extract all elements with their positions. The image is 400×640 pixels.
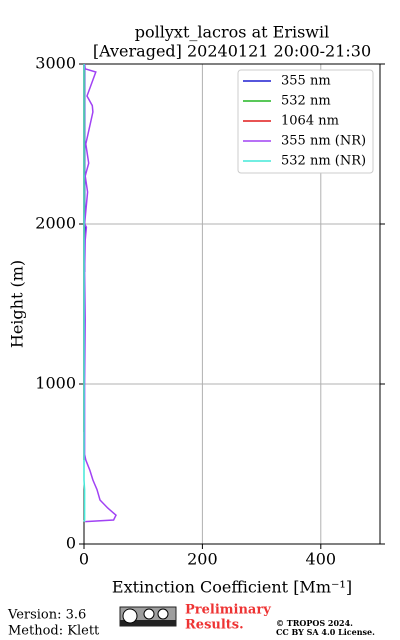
x-axis-label: Extinction Coefficient [Mm⁻¹] <box>112 578 352 597</box>
legend-label: 532 nm (NR) <box>281 154 366 169</box>
x-tick-label: 0 <box>79 550 89 569</box>
preliminary: Preliminary <box>185 603 271 618</box>
chart-title: [Averaged] 20240121 20:00-21:30 <box>93 42 371 61</box>
legend-label: 1064 nm <box>281 114 339 129</box>
legend-label: 532 nm <box>281 94 331 109</box>
x-tick-label: 400 <box>306 550 337 569</box>
y-tick-label: 1000 <box>35 374 76 393</box>
y-tick-label: 2000 <box>35 214 76 233</box>
y-axis-label: Height (m) <box>8 260 27 348</box>
copyright: © TROPOS 2024. <box>276 618 353 628</box>
copyright: CC BY SA 4.0 License. <box>276 627 375 637</box>
x-tick-label: 200 <box>187 550 218 569</box>
preliminary: Results. <box>185 618 244 633</box>
legend-label: 355 nm <box>281 74 331 89</box>
cc-logo <box>119 606 177 627</box>
y-tick-label: 3000 <box>35 54 76 73</box>
method: Method: Klett <box>8 624 100 639</box>
legend-box <box>237 69 374 174</box>
chart-title: pollyxt_lacros at Eriswil <box>135 23 329 42</box>
legend-label: 355 nm (NR) <box>281 134 366 149</box>
y-tick-label: 0 <box>66 534 76 553</box>
data-line <box>83 64 86 522</box>
version: Version: 3.6 <box>7 608 86 623</box>
